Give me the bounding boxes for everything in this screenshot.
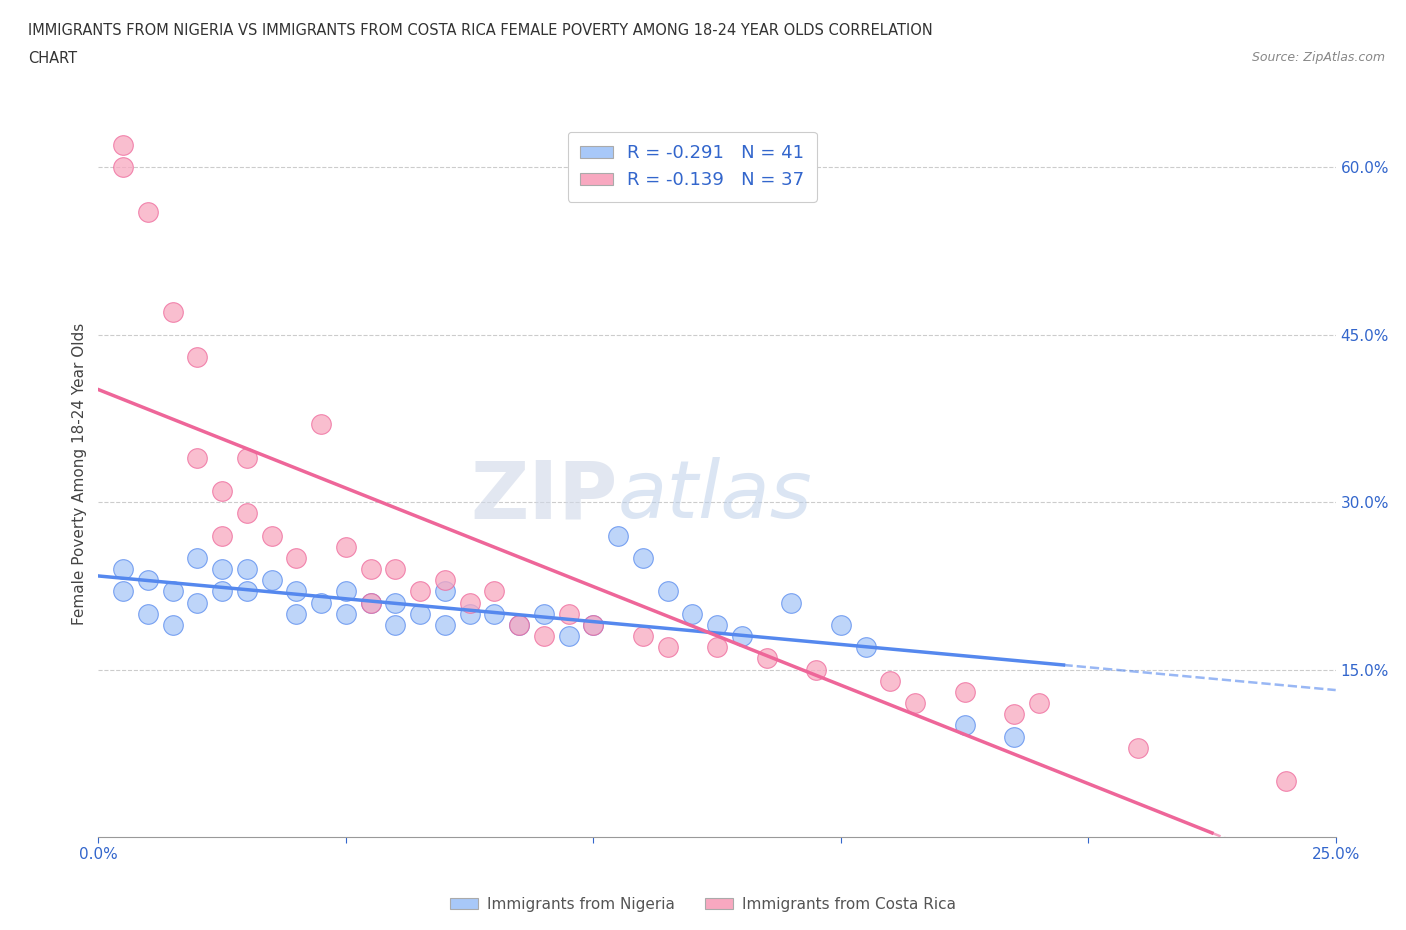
- Point: [112, 138, 135, 153]
- Text: CHART: CHART: [28, 51, 77, 66]
- Point: [458, 595, 481, 610]
- Point: [112, 160, 135, 175]
- Point: [1126, 740, 1149, 755]
- Point: [706, 618, 728, 632]
- Point: [335, 606, 357, 621]
- Point: [186, 450, 208, 465]
- Point: [582, 618, 605, 632]
- Point: [879, 673, 901, 688]
- Point: [1275, 774, 1298, 789]
- Point: [384, 595, 406, 610]
- Point: [830, 618, 852, 632]
- Point: [360, 595, 382, 610]
- Point: [557, 629, 579, 644]
- Point: [953, 684, 976, 699]
- Point: [186, 551, 208, 565]
- Point: [236, 506, 259, 521]
- Legend: Immigrants from Nigeria, Immigrants from Costa Rica: Immigrants from Nigeria, Immigrants from…: [444, 891, 962, 918]
- Point: [335, 584, 357, 599]
- Y-axis label: Female Poverty Among 18-24 Year Olds: Female Poverty Among 18-24 Year Olds: [72, 324, 87, 626]
- Point: [211, 484, 233, 498]
- Point: [484, 606, 506, 621]
- Point: [755, 651, 778, 666]
- Point: [136, 606, 159, 621]
- Point: [112, 562, 135, 577]
- Text: ZIP: ZIP: [471, 457, 619, 535]
- Point: [433, 618, 456, 632]
- Point: [1028, 696, 1050, 711]
- Point: [211, 562, 233, 577]
- Point: [360, 595, 382, 610]
- Point: [533, 629, 555, 644]
- Point: [904, 696, 927, 711]
- Point: [136, 205, 159, 219]
- Point: [533, 606, 555, 621]
- Point: [260, 528, 283, 543]
- Point: [162, 584, 184, 599]
- Legend: R = -0.291   N = 41, R = -0.139   N = 37: R = -0.291 N = 41, R = -0.139 N = 37: [568, 131, 817, 202]
- Point: [855, 640, 877, 655]
- Point: [657, 640, 679, 655]
- Point: [309, 595, 332, 610]
- Point: [1002, 707, 1025, 722]
- Point: [582, 618, 605, 632]
- Point: [731, 629, 754, 644]
- Point: [162, 305, 184, 320]
- Point: [804, 662, 827, 677]
- Text: IMMIGRANTS FROM NIGERIA VS IMMIGRANTS FROM COSTA RICA FEMALE POVERTY AMONG 18-24: IMMIGRANTS FROM NIGERIA VS IMMIGRANTS FR…: [28, 23, 932, 38]
- Point: [657, 584, 679, 599]
- Point: [1002, 729, 1025, 744]
- Point: [484, 584, 506, 599]
- Point: [236, 562, 259, 577]
- Point: [360, 562, 382, 577]
- Point: [162, 618, 184, 632]
- Point: [260, 573, 283, 588]
- Point: [285, 584, 308, 599]
- Point: [706, 640, 728, 655]
- Point: [458, 606, 481, 621]
- Point: [607, 528, 630, 543]
- Point: [409, 584, 432, 599]
- Point: [211, 528, 233, 543]
- Point: [433, 573, 456, 588]
- Point: [186, 595, 208, 610]
- Point: [508, 618, 530, 632]
- Text: atlas: atlas: [619, 457, 813, 535]
- Point: [211, 584, 233, 599]
- Point: [780, 595, 803, 610]
- Point: [631, 629, 654, 644]
- Point: [186, 350, 208, 365]
- Point: [953, 718, 976, 733]
- Point: [309, 417, 332, 432]
- Point: [384, 618, 406, 632]
- Point: [384, 562, 406, 577]
- Point: [285, 551, 308, 565]
- Point: [557, 606, 579, 621]
- Point: [285, 606, 308, 621]
- Point: [631, 551, 654, 565]
- Point: [112, 584, 135, 599]
- Point: [335, 539, 357, 554]
- Point: [681, 606, 703, 621]
- Point: [236, 584, 259, 599]
- Point: [433, 584, 456, 599]
- Point: [236, 450, 259, 465]
- Text: Source: ZipAtlas.com: Source: ZipAtlas.com: [1251, 51, 1385, 64]
- Point: [508, 618, 530, 632]
- Point: [409, 606, 432, 621]
- Point: [136, 573, 159, 588]
